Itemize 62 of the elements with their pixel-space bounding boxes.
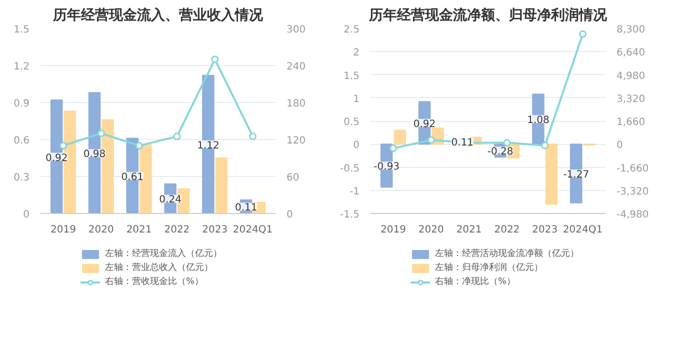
- y-tick-label: 2.5: [344, 24, 360, 36]
- data-label: 0.92: [45, 152, 68, 164]
- legend-label: 左轴：经营现金流入（亿元）: [105, 248, 222, 260]
- data-label: 0.11: [451, 138, 474, 149]
- y2-tick-label: -4,980: [616, 210, 649, 220]
- y-tick-label: 1.5: [344, 70, 360, 82]
- y-tick-label: 1.2: [14, 62, 30, 72]
- data-label: -0.93: [374, 162, 400, 173]
- x-tick-label: 2019: [50, 224, 76, 236]
- y2-tick-label: 120: [286, 136, 306, 146]
- x-tick-label: 2023: [532, 224, 558, 236]
- legend-label: 右轴：营收现金比（%）: [105, 276, 204, 288]
- y-tick-label: 1.5: [14, 24, 30, 36]
- data-label: -1.27: [563, 169, 590, 180]
- y-tick-label: 0.5: [344, 117, 360, 128]
- y2-tick-label: 6,640: [616, 48, 646, 59]
- y2-tick-label: 300: [286, 24, 306, 36]
- y2-tick-label: 0: [616, 140, 623, 152]
- data-label: 0.11: [234, 202, 258, 214]
- x-tick-label: 2022: [164, 224, 190, 236]
- legend-label: 左轴：归母净利润（亿元）: [435, 262, 543, 274]
- y-tick-label: 0.3: [14, 172, 30, 184]
- y2-tick-label: 60: [286, 172, 300, 184]
- y-tick-label: 1: [353, 94, 360, 105]
- y2-tick-label: 240: [286, 62, 306, 72]
- x-tick-label: 2024Q1: [562, 224, 603, 236]
- y-tick-label: 0: [353, 140, 360, 152]
- x-tick-label: 2021: [126, 224, 152, 236]
- data-label: 0.98: [83, 149, 106, 160]
- legend-label: 左轴：经营活动现金流净额（亿元）: [435, 248, 579, 260]
- x-tick-label: 2020: [418, 224, 444, 236]
- y-tick-label: -1.5: [340, 210, 360, 220]
- data-label: 0.61: [121, 172, 144, 183]
- y-tick-label: -0.5: [340, 163, 360, 174]
- legend-label: 左轴：营业总收入（亿元）: [105, 262, 213, 274]
- x-tick-label: 2023: [202, 224, 228, 236]
- y2-tick-label: 1,660: [616, 117, 646, 128]
- data-label: 1.08: [527, 115, 550, 126]
- x-tick-label: 2022: [494, 224, 520, 236]
- y2-tick-label: -3,320: [616, 186, 649, 198]
- y-tick-label: 2: [353, 48, 360, 59]
- y-tick-label: 0.9: [14, 98, 30, 110]
- y2-tick-label: 4,980: [616, 70, 646, 82]
- x-tick-label: 2019: [380, 224, 406, 236]
- y2-tick-label: 8,300: [616, 24, 646, 36]
- chart-title: 历年经营现金流净额、归母净利润情况: [368, 6, 608, 24]
- data-label: 1.12: [197, 140, 220, 152]
- data-label: 0.92: [413, 118, 436, 130]
- y2-tick-label: 180: [286, 98, 306, 110]
- y-tick-label: 0.6: [14, 136, 30, 146]
- data-label: 0.24: [159, 194, 182, 206]
- legend-label: 右轴：净现比（%）: [435, 276, 516, 288]
- x-tick-label: 2024Q1: [232, 224, 273, 236]
- y2-tick-label: 0: [286, 210, 293, 220]
- x-tick-label: 2021: [456, 224, 482, 236]
- y2-tick-label: 3,320: [616, 94, 646, 105]
- y2-tick-label: -1,660: [616, 163, 649, 174]
- chart-title: 历年经营现金流入、营业收入情况: [52, 6, 264, 24]
- data-label: -0.28: [487, 146, 514, 158]
- y-tick-label: 0: [23, 210, 30, 220]
- x-tick-label: 2020: [88, 224, 114, 236]
- y-tick-label: -1: [350, 186, 360, 198]
